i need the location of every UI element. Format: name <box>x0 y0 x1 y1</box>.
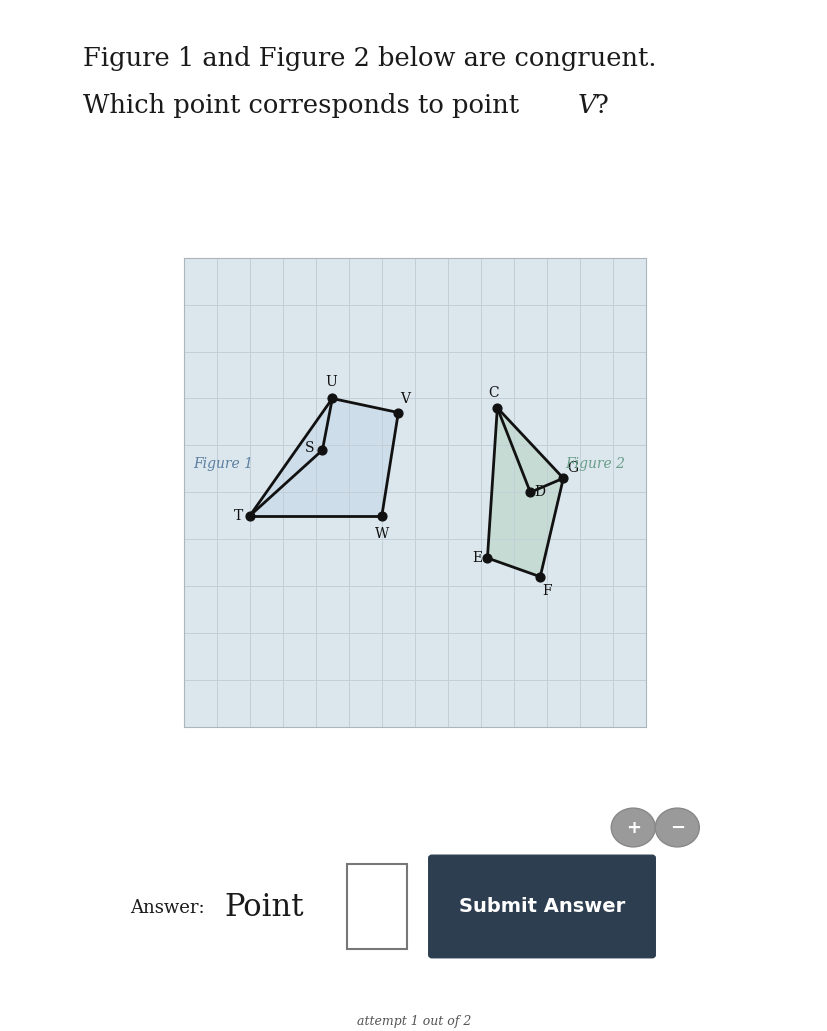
Point <box>315 442 328 459</box>
Text: V: V <box>400 393 410 406</box>
Polygon shape <box>487 408 562 576</box>
Text: −: − <box>669 819 684 836</box>
Text: Point: Point <box>224 893 304 924</box>
Text: Answer:: Answer: <box>130 899 204 917</box>
Text: Figure 1: Figure 1 <box>194 457 253 471</box>
Point <box>243 507 256 524</box>
Text: Submit Answer: Submit Answer <box>458 897 624 916</box>
FancyBboxPatch shape <box>428 856 654 958</box>
Point <box>533 568 546 585</box>
Point <box>325 390 338 406</box>
Text: Which point corresponds to point: Which point corresponds to point <box>83 93 527 118</box>
Text: U: U <box>324 375 336 389</box>
Text: E: E <box>471 551 481 565</box>
Text: F: F <box>542 584 551 598</box>
Text: +: + <box>625 819 640 836</box>
Text: Figure 2: Figure 2 <box>564 457 624 471</box>
Point <box>391 404 404 421</box>
Point <box>556 470 569 487</box>
Point <box>375 507 388 524</box>
Point <box>490 400 504 417</box>
Text: V: V <box>577 93 595 118</box>
Text: G: G <box>566 461 577 475</box>
Point <box>480 550 494 566</box>
Point <box>523 485 536 501</box>
Text: T: T <box>233 508 242 523</box>
Text: S: S <box>305 440 314 455</box>
Text: Figure 1 and Figure 2 below are congruent.: Figure 1 and Figure 2 below are congruen… <box>83 46 656 71</box>
FancyBboxPatch shape <box>347 864 406 950</box>
Circle shape <box>610 808 654 846</box>
Text: D: D <box>534 486 545 499</box>
Text: attempt 1 out of 2: attempt 1 out of 2 <box>356 1015 471 1028</box>
Text: C: C <box>488 386 499 400</box>
Polygon shape <box>250 398 398 516</box>
Text: ?: ? <box>594 93 608 118</box>
Circle shape <box>654 808 699 846</box>
Text: W: W <box>375 527 389 540</box>
